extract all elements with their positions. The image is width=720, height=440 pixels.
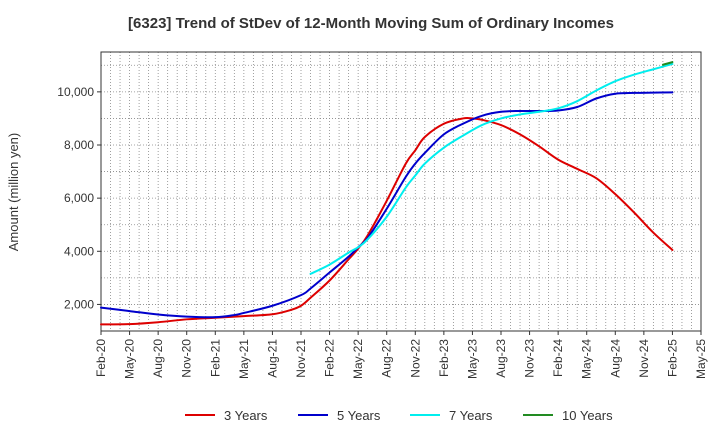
x-tick-label: Nov-24 [637,339,651,378]
x-tick-label: May-22 [351,339,365,379]
x-tick-label: Nov-21 [294,339,308,378]
legend-label-10-years: 10 Years [562,408,613,423]
x-tick-label: May-25 [694,339,708,379]
plot-background [101,52,701,331]
series-line-5-years [100,91,674,319]
series-line-7-years [309,62,674,275]
x-tick-label: May-23 [465,339,479,379]
y-axis-title: Amount (million yen) [6,133,21,252]
x-tick-label: Nov-22 [408,339,422,378]
x-tick-label: Aug-20 [151,339,165,378]
y-tick-label: 6,000 [64,191,94,205]
x-tick-label: Feb-21 [208,339,222,377]
series-line-3-years [100,116,674,326]
x-tick-label: Aug-24 [608,339,622,378]
x-tick-label: Aug-22 [380,339,394,378]
legend-label-3-years: 3 Years [224,408,268,423]
x-tick-label: May-24 [580,339,594,379]
series-line-10-years [661,61,674,66]
x-tick-label: Nov-20 [180,339,194,378]
x-tick-label: Feb-20 [94,339,108,377]
y-tick-label: 8,000 [64,138,94,152]
y-tick-label: 4,000 [64,244,94,258]
x-tick-label: Aug-21 [265,339,279,378]
y-tick-label: 2,000 [64,297,94,311]
x-tick-label: Feb-24 [551,339,565,377]
legend-label-7-years: 7 Years [449,408,493,423]
x-tick-label: May-21 [237,339,251,379]
x-tick-label: Feb-25 [665,339,679,377]
plot-frame [100,51,702,332]
x-tick-label: Aug-23 [494,339,508,378]
x-tick-label: Nov-23 [523,339,537,378]
plot-area: 2,000 4,000 6,000 8,000 10,000 Feb-20 May-20 Au… [57,51,708,379]
chart-title: [6323] Trend of StDev of 12-Month Moving… [128,15,614,32]
x-tick-label: Feb-23 [437,339,451,377]
x-tick-label: May-20 [123,339,137,379]
y-tick-label: 10,000 [57,85,94,99]
legend: 3 Years 5 Years 7 Years 10 Years [185,408,613,423]
legend-label-5-years: 5 Years [337,408,381,423]
x-tick-label: Feb-22 [323,339,337,377]
